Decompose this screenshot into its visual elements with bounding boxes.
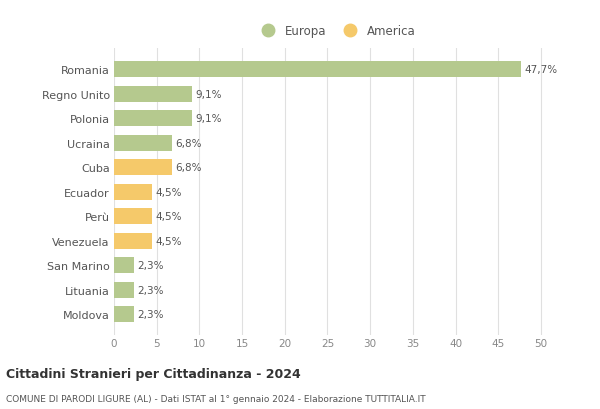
- Text: COMUNE DI PARODI LIGURE (AL) - Dati ISTAT al 1° gennaio 2024 - Elaborazione TUTT: COMUNE DI PARODI LIGURE (AL) - Dati ISTA…: [6, 394, 425, 403]
- Text: 4,5%: 4,5%: [156, 212, 182, 222]
- Bar: [114, 209, 152, 225]
- Text: Cittadini Stranieri per Cittadinanza - 2024: Cittadini Stranieri per Cittadinanza - 2…: [6, 367, 301, 380]
- Bar: [114, 233, 152, 249]
- Bar: [114, 184, 152, 200]
- Bar: [114, 135, 172, 151]
- Text: 9,1%: 9,1%: [195, 90, 221, 99]
- Text: 6,8%: 6,8%: [175, 163, 202, 173]
- Bar: [114, 282, 134, 298]
- Text: 9,1%: 9,1%: [195, 114, 221, 124]
- Text: 47,7%: 47,7%: [525, 65, 558, 75]
- Text: 4,5%: 4,5%: [156, 187, 182, 197]
- Text: 4,5%: 4,5%: [156, 236, 182, 246]
- Text: 2,3%: 2,3%: [137, 261, 164, 270]
- Bar: [114, 306, 134, 322]
- Text: 2,3%: 2,3%: [137, 285, 164, 295]
- Bar: [114, 62, 521, 78]
- Text: 2,3%: 2,3%: [137, 310, 164, 319]
- Bar: [114, 160, 172, 176]
- Bar: [114, 111, 192, 127]
- Bar: [114, 258, 134, 274]
- Bar: [114, 87, 192, 102]
- Legend: Europa, America: Europa, America: [252, 20, 420, 43]
- Text: 6,8%: 6,8%: [175, 138, 202, 148]
